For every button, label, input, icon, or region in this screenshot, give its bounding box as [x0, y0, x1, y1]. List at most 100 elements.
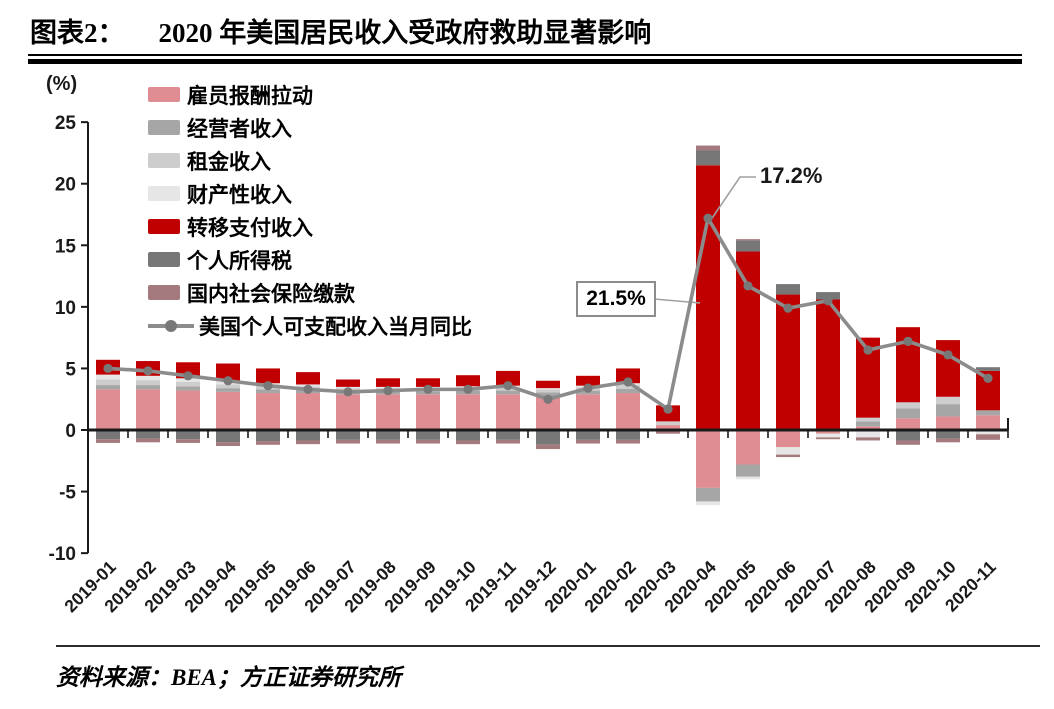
footer-rule: [56, 645, 1040, 647]
bar-segment: [256, 393, 280, 430]
bar-segment: [936, 438, 960, 443]
bar-segment: [216, 442, 240, 447]
bar-segment: [976, 434, 1000, 440]
bar-segment: [216, 384, 240, 389]
bar-segment: [896, 402, 920, 409]
line-marker: [623, 377, 633, 387]
bar-segment: [616, 385, 640, 389]
bar-segment: [416, 394, 440, 430]
bar-segment: [856, 421, 880, 427]
y-tick-label: 20: [55, 175, 76, 196]
bar-segment: [336, 379, 360, 387]
line-marker: [543, 394, 553, 404]
annotation-leader-box: [653, 298, 701, 304]
bar-segment: [616, 393, 640, 430]
bar-segment: [696, 145, 720, 151]
legend-item: 经营者收入: [148, 111, 472, 144]
bar-segment: [336, 430, 360, 440]
bar-segment: [176, 439, 200, 443]
bar-segment: [496, 430, 520, 440]
bar-segment: [856, 430, 880, 438]
line-marker: [183, 371, 193, 381]
bar-segment: [136, 385, 160, 390]
source-note: 资料来源：BEA；方正证券研究所: [56, 665, 402, 690]
bar-segment: [576, 439, 600, 444]
bar-segment: [536, 380, 560, 389]
bar-segment: [776, 447, 800, 455]
y-tick-label: -5: [59, 483, 76, 504]
bar-segment: [496, 390, 520, 395]
bar-segment: [336, 394, 360, 430]
legend-label: 个人所得税: [187, 248, 292, 273]
y-tick-label: 5: [65, 359, 76, 380]
line-marker: [263, 381, 273, 391]
legend-item: 国内社会保险缴款: [148, 276, 472, 309]
bar-segment: [816, 299, 840, 430]
bar-segment: [856, 417, 880, 422]
legend-label: 雇员报酬拉动: [187, 83, 313, 108]
bar-segment: [216, 391, 240, 430]
bar-segment: [896, 408, 920, 419]
bar-segment: [976, 430, 1000, 435]
bar-segment: [256, 389, 280, 394]
line-marker: [463, 384, 473, 394]
line-marker: [143, 366, 153, 376]
bar-segment: [256, 441, 280, 445]
figure-title: 2020 年美国居民收入受政府救助显著影响: [158, 18, 652, 48]
line-marker: [903, 336, 913, 346]
bar-segment: [376, 378, 400, 387]
bar-segment: [936, 404, 960, 417]
bar-segment: [936, 340, 960, 397]
legend-label: 财产性收入: [187, 182, 292, 207]
chart-legend: 雇员报酬拉动 经营者收入 租金收入 财产性收入 转移支付收入 个人所得税 国内社…: [148, 78, 472, 342]
line-marker: [863, 345, 873, 355]
bar-segment: [136, 375, 160, 381]
figure-header: 图表2： 2020 年美国居民收入受政府救助显著影响: [30, 16, 1022, 50]
bar-segment: [216, 430, 240, 443]
bar-segment: [616, 388, 640, 394]
title-underline: [28, 54, 1022, 56]
bar-segment: [296, 372, 320, 385]
bar-segment: [96, 389, 120, 430]
line-marker: [383, 385, 393, 396]
bar-segment: [656, 421, 680, 426]
bar-segment: [736, 476, 760, 480]
legend-label: 租金收入: [187, 149, 271, 174]
y-tick-label: 10: [55, 298, 76, 319]
bar-segment: [136, 389, 160, 430]
bar-segment: [376, 430, 400, 440]
bar-segment: [456, 375, 480, 387]
line-marker: [343, 387, 353, 397]
bar-segment: [176, 386, 200, 391]
line-marker: [223, 376, 233, 386]
legend-item: 转移支付收入: [148, 210, 472, 243]
legend-item: 个人所得税: [148, 243, 472, 276]
legend-swatch-proprietor-income: [148, 120, 180, 135]
bar-segment: [976, 367, 1000, 371]
legend-line-marker-sample: [148, 318, 194, 333]
bar-segment: [656, 430, 680, 434]
bar-segment: [576, 430, 600, 440]
line-marker: [783, 303, 793, 313]
legend-label: 美国个人可支配收入当月同比: [199, 314, 472, 339]
bar-segment: [936, 430, 960, 439]
line-marker: [703, 213, 713, 223]
annotation-line-peak: 17.2%: [760, 163, 823, 188]
bar-segment: [736, 239, 760, 241]
line-marker: [943, 350, 953, 360]
bar-segment: [696, 430, 720, 488]
bar-segment: [456, 430, 480, 441]
bar-segment: [376, 394, 400, 430]
bar-segment: [496, 394, 520, 430]
bar-segment: [696, 501, 720, 506]
legend-label: 转移支付收入: [187, 215, 313, 240]
bar-segment: [176, 381, 200, 387]
line-marker: [103, 363, 113, 374]
bar-segment: [296, 430, 320, 441]
bar-segment: [536, 444, 560, 450]
legend-swatch-employee-compensation: [148, 87, 180, 102]
bar-segment: [416, 378, 440, 387]
bar-segment: [96, 430, 120, 440]
bar-segment: [416, 439, 440, 444]
